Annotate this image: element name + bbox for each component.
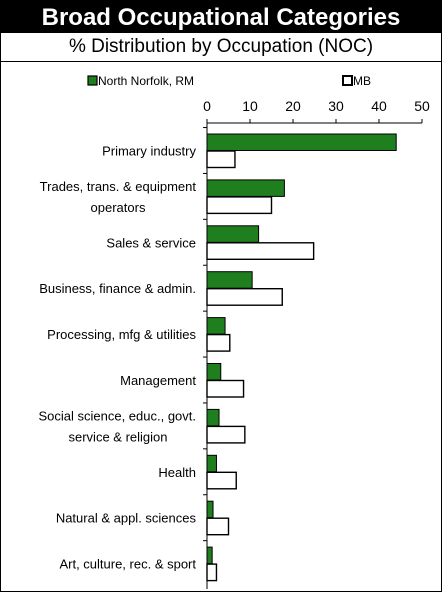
chart-subtitle: % Distribution by Occupation (NOC) — [1, 33, 441, 62]
bar-mb — [206, 517, 230, 536]
bar-mb — [206, 333, 231, 352]
bar-north-norfolk — [206, 179, 285, 197]
bar-north-norfolk — [206, 408, 220, 427]
bar-north-norfolk — [206, 454, 217, 473]
x-tick-label: 50 — [414, 98, 430, 114]
bar-mb — [206, 379, 245, 398]
category-label: Social science, educ., govt. — [38, 408, 196, 423]
category-label: Processing, mfg & utilities — [47, 327, 196, 342]
bar-mb — [206, 150, 236, 169]
x-tick-label: 0 — [203, 98, 211, 114]
x-tick-label: 20 — [285, 98, 301, 114]
bar-mb — [206, 196, 273, 215]
category-label: Trades, trans. & equipment — [40, 179, 197, 194]
bar-north-norfolk — [206, 363, 222, 381]
bar-mb — [206, 242, 315, 261]
category-label: Management — [120, 373, 196, 388]
bar-north-norfolk — [206, 133, 397, 151]
x-tick-label: 30 — [328, 98, 344, 114]
bar-mb — [206, 288, 283, 306]
chart-title: Broad Occupational Categories — [1, 1, 441, 33]
category-label: service & religion — [69, 429, 168, 444]
legend-swatch-mb — [342, 75, 353, 86]
bar-north-norfolk — [206, 225, 260, 243]
bar-north-norfolk — [206, 317, 226, 335]
bar-north-norfolk — [206, 271, 253, 289]
bar-mb — [206, 471, 237, 490]
bar-mb — [206, 563, 218, 582]
legend-label-mb: MB — [353, 74, 371, 88]
category-label: operators — [91, 200, 146, 215]
bar-north-norfolk — [206, 500, 214, 519]
category-label: Natural & appl. sciences — [56, 511, 197, 526]
legend-label-north-norfolk: North Norfolk, RM — [98, 74, 194, 88]
category-label: Business, finance & admin. — [39, 281, 196, 296]
category-label: Art, culture, rec. & sport — [59, 557, 196, 572]
category-label: Sales & service — [106, 235, 196, 250]
x-tick-label: 10 — [242, 98, 258, 114]
bar-north-norfolk — [206, 546, 213, 565]
category-label: Health — [158, 465, 196, 480]
category-label: Primary industry — [102, 144, 196, 159]
bar-mb — [206, 425, 246, 444]
legend-swatch-north-norfolk — [87, 75, 98, 86]
x-tick-label: 40 — [371, 98, 387, 114]
